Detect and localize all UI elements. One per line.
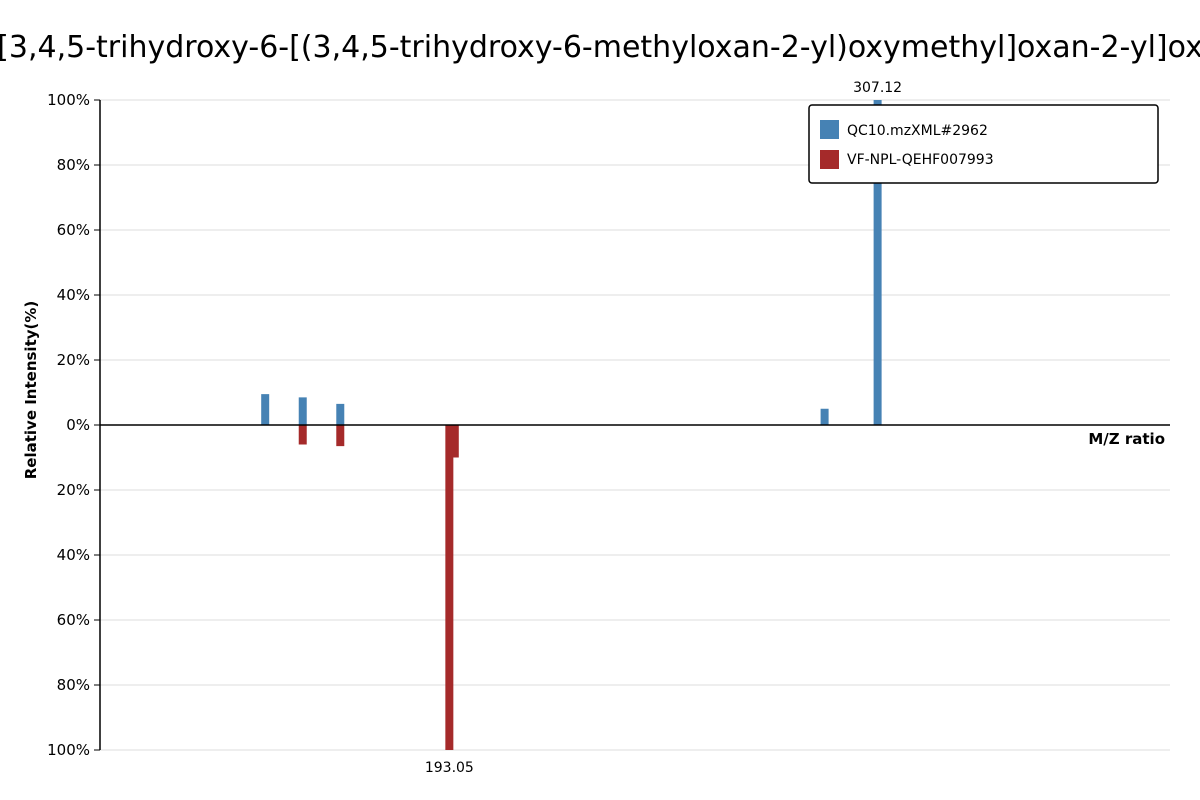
peak-bar: [261, 394, 270, 425]
peak-bar: [336, 425, 345, 447]
peak-bar: [298, 397, 307, 425]
grid-lines: [100, 99, 1170, 751]
peak-bars: [261, 100, 882, 750]
y-tick-label: 100%: [47, 91, 90, 109]
y-axis-ticks: 0% 20% 40% 60% 80% 100% 20% 40% 60% 80% 100%: [47, 91, 100, 759]
peak-bar: [820, 408, 829, 425]
peak-bar: [336, 403, 345, 425]
peak-label: 307.12: [853, 80, 902, 96]
peak-bar: [445, 425, 454, 750]
y-tick-label: 80%: [57, 156, 90, 174]
y-axis-label: Relative Intensity(%): [22, 301, 40, 480]
legend: QC10.mzXML#2962 VF-NPL-QEHF007993: [808, 104, 1159, 184]
legend-label-vf-npl: VF-NPL-QEHF007993: [847, 152, 994, 168]
peak-bar: [873, 100, 882, 425]
x-axis-label: M/Z ratio: [1088, 430, 1165, 448]
legend-swatch-vf-npl: [820, 150, 839, 169]
axes: [99, 100, 1170, 750]
y-tick-label: 0%: [66, 416, 90, 434]
peak-bar: [450, 425, 459, 458]
y-tick-label: 20%: [57, 481, 90, 499]
legend-label-qc10: QC10.mzXML#2962: [847, 123, 988, 139]
peak-labels: 307.12 193.05: [425, 80, 902, 776]
y-tick-label: 20%: [57, 351, 90, 369]
y-tick-label: 40%: [57, 546, 90, 564]
peak-label: 193.05: [425, 760, 474, 776]
y-tick-label: 40%: [57, 286, 90, 304]
peak-bar: [298, 425, 307, 445]
chart-title: [3,4,5-trihydroxy-6-[(3,4,5-trihydroxy-6…: [0, 30, 1200, 65]
y-tick-label: 80%: [57, 676, 90, 694]
legend-box: [808, 104, 1159, 184]
y-tick-label: 60%: [57, 611, 90, 629]
legend-swatch-qc10: [820, 120, 839, 139]
y-tick-label: 60%: [57, 221, 90, 239]
y-tick-label: 100%: [47, 741, 90, 759]
